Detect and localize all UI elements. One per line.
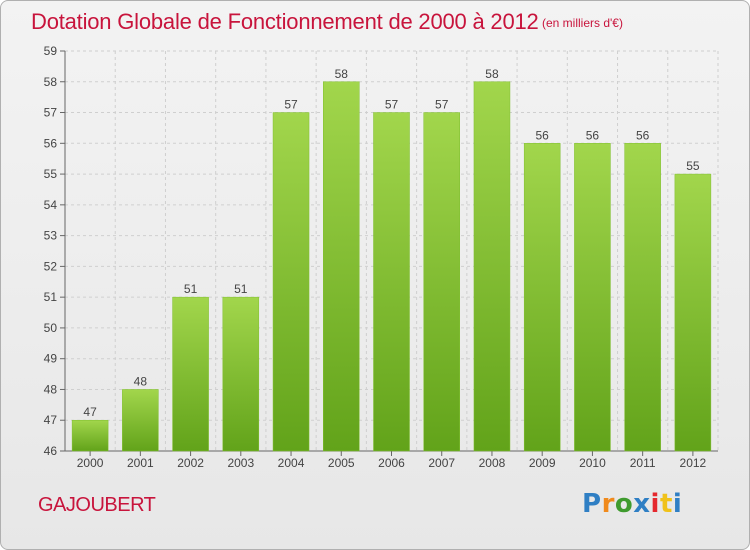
commune-name: GAJOUBERT [38, 494, 156, 516]
y-tick-label: 47 [44, 413, 58, 427]
bar-2008 [473, 81, 511, 452]
data-label: 57 [385, 98, 399, 112]
bar-2001 [122, 389, 159, 452]
data-label: 51 [234, 282, 248, 296]
data-labels: 47 48 51 51 57 58 57 57 58 56 56 56 55 [83, 67, 699, 419]
bars [71, 81, 712, 452]
bar-2010 [574, 143, 611, 452]
x-tick-label: 2002 [177, 456, 204, 470]
logo-letter: t [659, 489, 673, 519]
y-tick-label: 48 [44, 382, 58, 396]
bar-2004 [272, 112, 310, 452]
chart-title: Dotation Globale de Fonctionnement de 20… [31, 9, 539, 34]
logo-letter: o [614, 489, 634, 519]
y-tick-label: 49 [44, 352, 58, 366]
data-label: 55 [686, 159, 700, 173]
y-tick-label: 50 [44, 321, 58, 335]
data-label: 56 [636, 128, 650, 142]
y-tick-label: 59 [44, 44, 58, 58]
logo-letter: x [633, 489, 651, 519]
data-label: 57 [284, 98, 298, 112]
data-label: 58 [485, 67, 499, 81]
y-tick-label: 56 [44, 136, 58, 150]
bar-2003 [222, 296, 260, 452]
y-tick-label: 57 [44, 106, 58, 120]
logo-letter: P [582, 489, 602, 519]
bar-2007 [423, 112, 460, 452]
y-tick-label: 51 [44, 290, 58, 304]
bar-2006 [373, 112, 410, 452]
x-tick-label: 2008 [479, 456, 506, 470]
y-tick-label: 58 [44, 75, 58, 89]
bar-2011 [624, 143, 661, 452]
x-tick-label: 2000 [77, 456, 104, 470]
y-tick-label: 53 [44, 229, 58, 243]
logo-letter: i [672, 489, 683, 519]
x-tick-label: 2007 [428, 456, 455, 470]
bar-2005 [323, 81, 360, 452]
x-tick-label: 2004 [278, 456, 305, 470]
bar-2009 [523, 143, 561, 452]
x-tick-label: 2001 [127, 456, 154, 470]
x-tick-label: 2011 [630, 456, 656, 470]
data-label: 51 [184, 282, 198, 296]
logo-letter: r [601, 489, 615, 519]
bar-2012 [674, 173, 712, 452]
bar-2002 [172, 296, 209, 452]
x-tick-label: 2010 [579, 456, 606, 470]
x-tick-label: 2005 [328, 456, 355, 470]
y-tick-label: 52 [44, 259, 58, 273]
axes: 46 47 48 49 50 51 52 53 54 55 56 57 58 59 2000 2001 2002… [44, 44, 718, 470]
y-tick-label: 55 [44, 167, 58, 181]
x-tick-label: 2003 [227, 456, 254, 470]
logo-letter: i [650, 489, 660, 519]
data-label: 47 [83, 405, 97, 419]
y-tick-label: 46 [44, 444, 58, 458]
x-tick-label: 2006 [378, 456, 405, 470]
data-label: 58 [335, 67, 349, 81]
unit-note: (en milliers d'€) [542, 16, 623, 30]
proxiti-logo[interactable]: Proxiti [582, 489, 682, 519]
data-label: 56 [586, 128, 600, 142]
bar-2000 [71, 419, 109, 452]
data-label: 48 [134, 374, 148, 388]
data-label: 57 [435, 98, 449, 112]
x-tick-label: 2009 [529, 456, 556, 470]
y-tick-label: 54 [44, 198, 58, 212]
x-tick-label: 2012 [680, 456, 707, 470]
data-label: 56 [536, 128, 550, 142]
